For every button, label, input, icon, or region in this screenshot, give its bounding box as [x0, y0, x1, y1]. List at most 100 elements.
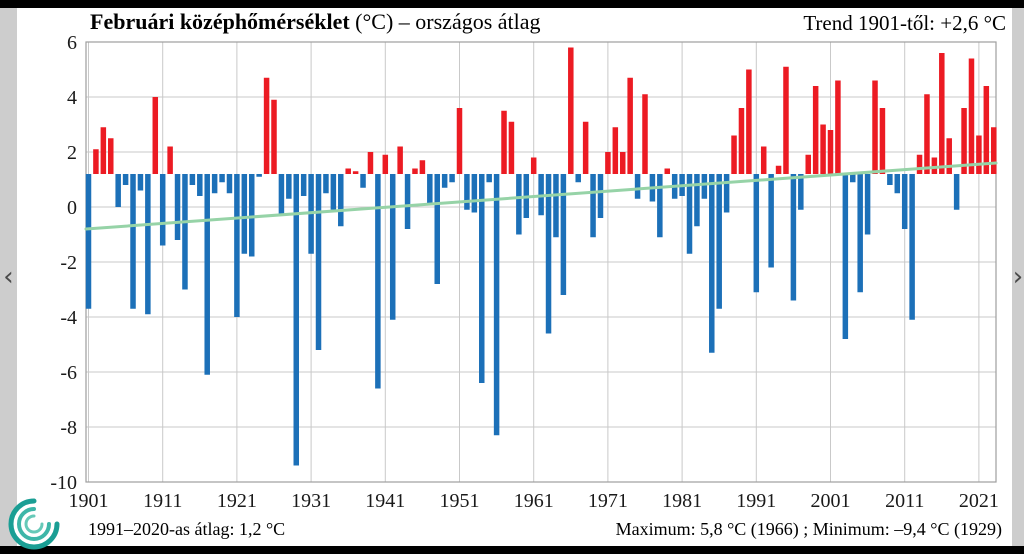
x-tick-label-1941: 1941 — [365, 490, 405, 512]
bar-2012 — [909, 174, 915, 320]
bar-1904 — [108, 138, 114, 174]
y-tick-label--2: -2 — [60, 252, 77, 274]
x-tick-label-2011: 2011 — [885, 490, 924, 512]
bar-1976 — [642, 94, 648, 174]
bar-1903 — [100, 127, 107, 174]
bar-2004 — [850, 174, 856, 183]
bar-1953 — [471, 174, 478, 213]
bar-1972 — [612, 127, 619, 174]
x-tick-label-1951: 1951 — [440, 490, 480, 512]
bar-1910 — [152, 97, 159, 174]
bar-1922 — [241, 174, 248, 254]
bar-1961 — [530, 157, 537, 174]
bar-1906 — [122, 174, 129, 185]
chart-title-rest: (°C) – országos átlag — [349, 9, 541, 34]
bar-1985 — [709, 174, 715, 353]
bar-1923 — [248, 174, 255, 257]
bar-1948 — [434, 174, 440, 284]
bar-1986 — [716, 174, 722, 309]
nav-previous-chevron-icon[interactable]: ‹ — [3, 262, 14, 292]
bar-1938 — [360, 174, 366, 188]
bar-1978 — [657, 174, 663, 238]
bar-1941 — [382, 154, 389, 174]
bar-1973 — [619, 152, 626, 174]
bar-2015 — [931, 157, 938, 174]
bar-1999 — [812, 86, 819, 174]
bar-2001 — [827, 130, 834, 174]
bar-1979 — [664, 168, 671, 174]
bar-1970 — [597, 174, 604, 218]
bar-1958 — [508, 121, 515, 174]
bar-1975 — [634, 174, 641, 199]
x-tick-label-2001: 2001 — [811, 490, 851, 512]
bar-1930 — [300, 174, 307, 196]
y-tick-label-4: 4 — [67, 87, 77, 109]
chart-title-bold: Februári középhőmérséklet — [90, 9, 350, 34]
x-tick-label-1911: 1911 — [143, 490, 182, 512]
top-letterbox-bar — [0, 0, 1024, 8]
bar-1989 — [738, 108, 745, 174]
bar-1918 — [211, 174, 218, 194]
bar-2019 — [961, 108, 967, 174]
bar-1969 — [590, 174, 596, 238]
x-tick-label-1921: 1921 — [217, 490, 257, 512]
bar-2010 — [894, 174, 901, 194]
bar-1935 — [338, 174, 344, 227]
bar-1950 — [449, 174, 455, 183]
bar-1911 — [159, 174, 166, 246]
nav-next-chevron-icon[interactable]: › — [1012, 262, 1024, 292]
x-tick-label-1961: 1961 — [514, 490, 554, 512]
bar-1917 — [204, 174, 210, 375]
bar-1951 — [456, 108, 463, 174]
y-tick-label-6: 6 — [67, 32, 77, 54]
bar-1963 — [545, 174, 552, 334]
y-tick-label--4: -4 — [60, 307, 77, 329]
bar-1952 — [464, 174, 470, 210]
bar-1991 — [753, 174, 760, 293]
bar-2021 — [976, 135, 982, 174]
bar-1984 — [701, 174, 708, 199]
bar-1946 — [419, 160, 426, 174]
bar-1988 — [731, 135, 737, 174]
bar-1920 — [226, 174, 233, 194]
bar-1968 — [582, 121, 589, 174]
bar-1902 — [93, 149, 99, 174]
bar-1912 — [167, 146, 173, 174]
y-tick-label--8: -8 — [60, 417, 77, 439]
bar-1908 — [137, 174, 144, 191]
y-tick-label-0: 0 — [67, 197, 77, 219]
bar-1965 — [560, 174, 567, 295]
bar-2013 — [916, 154, 923, 174]
bar-2017 — [946, 138, 952, 174]
bar-1982 — [686, 174, 693, 254]
bar-1994 — [775, 165, 782, 174]
bar-1949 — [441, 174, 448, 188]
bar-1916 — [197, 174, 203, 196]
bar-1987 — [723, 174, 730, 213]
bar-1959 — [516, 174, 522, 235]
y-tick-label--6: -6 — [60, 362, 77, 384]
bottom-letterbox-bar — [0, 546, 1024, 554]
bar-2002 — [835, 80, 841, 174]
baseline-average-label: 1991–2020-as átlag: 1,2 °C — [88, 519, 286, 539]
bar-1927 — [278, 174, 285, 216]
bar-2023 — [990, 127, 997, 174]
bar-1914 — [182, 174, 188, 290]
bar-1936 — [345, 168, 351, 174]
bar-1996 — [790, 174, 797, 301]
bar-1983 — [694, 174, 700, 227]
bar-2022 — [983, 86, 990, 174]
trend-line — [84, 161, 998, 231]
bar-1925 — [263, 77, 270, 174]
bar-1967 — [575, 174, 581, 183]
bar-1992 — [760, 146, 767, 174]
bar-1966 — [568, 47, 574, 174]
trend-summary-label: Trend 1901-től: +2,6 °C — [803, 11, 1006, 35]
bar-1924 — [256, 174, 262, 177]
bar-1901 — [85, 174, 92, 309]
bar-1955 — [486, 174, 492, 183]
bar-1947 — [427, 174, 433, 205]
bar-1919 — [219, 174, 225, 183]
